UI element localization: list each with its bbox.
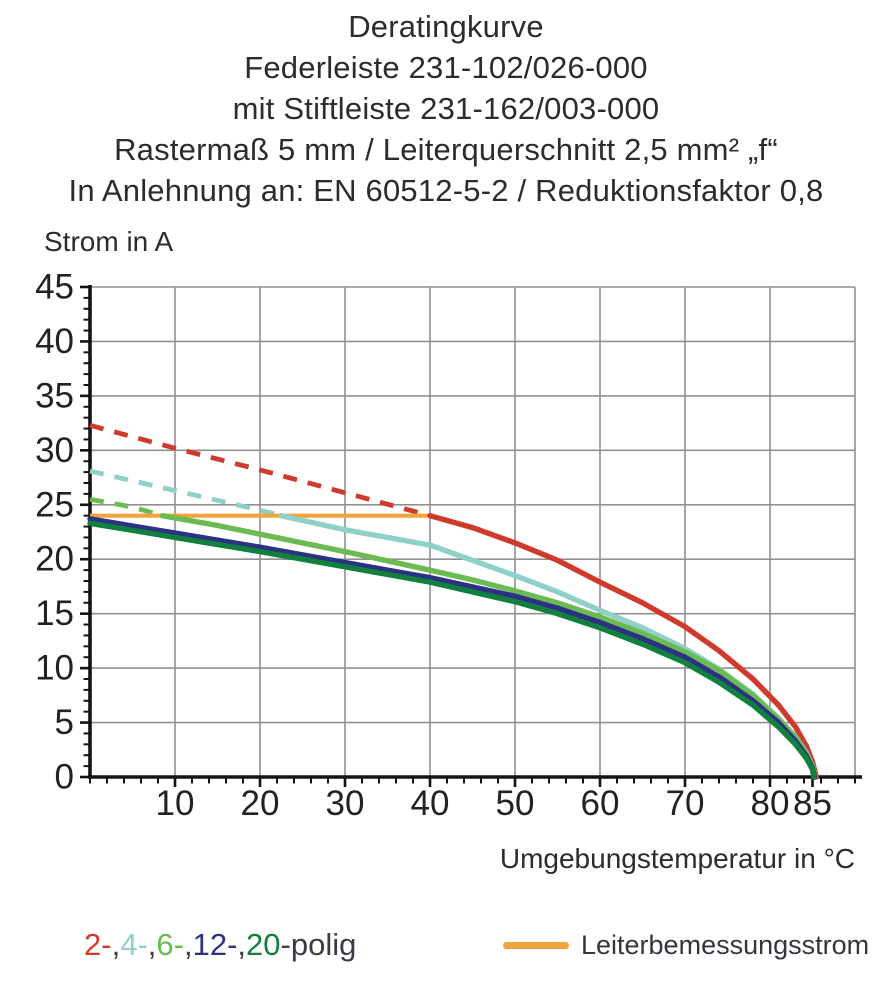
curve-2-polig-solid bbox=[427, 513, 819, 780]
y-tick-label: 20 bbox=[35, 540, 74, 579]
legend-separator: , bbox=[147, 927, 157, 962]
y-tick-label: 35 bbox=[35, 376, 74, 415]
legend-series-2-polig: 2- bbox=[84, 927, 112, 962]
chart-title-block: Deratingkurve Federleiste 231-102/026-00… bbox=[0, 6, 892, 211]
legend-separator: , bbox=[111, 927, 121, 962]
y-tick-label: 30 bbox=[35, 431, 74, 470]
legend-series-4-polig: 4- bbox=[120, 927, 148, 962]
x-tick-label: 70 bbox=[666, 784, 705, 823]
rated-current-label: Leiterbemessungsstrom bbox=[581, 929, 870, 960]
legend-separator: , bbox=[183, 927, 193, 962]
legend-series-20-polig: 20 bbox=[246, 927, 281, 962]
x-tick-label: 40 bbox=[411, 784, 450, 823]
y-tick-label: 0 bbox=[55, 758, 74, 797]
y-tick-label: 10 bbox=[35, 649, 74, 688]
title-line-3: mit Stiftleiste 231-162/003-000 bbox=[232, 91, 660, 126]
x-tick-label: 50 bbox=[496, 784, 535, 823]
x-tick-label: 10 bbox=[156, 784, 195, 823]
x-axis-title: Umgebungstemperatur in °C bbox=[499, 843, 855, 874]
y-axis-title: Strom in A bbox=[44, 226, 174, 257]
y-tick-label: 25 bbox=[35, 485, 74, 524]
curve-20-polig-solid bbox=[87, 520, 817, 780]
title-line-4: Rastermaß 5 mm / Leiterquerschnitt 2,5 m… bbox=[114, 132, 778, 167]
legend-pole-counts: 2-, 4-, 6-, 12-, 20 -polig bbox=[84, 924, 356, 966]
curve-2-polig-dashed bbox=[89, 422, 431, 519]
x-tick-label: 60 bbox=[581, 784, 620, 823]
y-tick-label: 45 bbox=[35, 268, 74, 307]
y-tick-label: 40 bbox=[35, 322, 74, 361]
y-tick-label: 5 bbox=[55, 703, 74, 742]
legend-separator: , bbox=[237, 927, 247, 962]
x-tick-label: 85 bbox=[793, 784, 832, 823]
x-tick-label: 20 bbox=[241, 784, 280, 823]
title-line-5: In Anlehnung an: EN 60512-5-2 / Reduktio… bbox=[68, 173, 824, 208]
title-line-1: Deratingkurve bbox=[348, 9, 544, 44]
legend-series-12-polig: 12- bbox=[192, 927, 238, 962]
y-tick-label: 15 bbox=[35, 594, 74, 633]
x-tick-label: 80 bbox=[751, 784, 790, 823]
curve-6-polig-dashed bbox=[89, 496, 163, 519]
legend-rated-current: Leiterbemessungsstrom bbox=[503, 924, 869, 966]
legend-suffix: -polig bbox=[280, 927, 357, 962]
x-tick-label: 30 bbox=[326, 784, 365, 823]
curve-12-polig-solid bbox=[87, 516, 818, 780]
rated-current-line-swatch bbox=[503, 941, 569, 949]
title-line-2: Federleiste 231-102/026-000 bbox=[244, 50, 648, 85]
legend-series-6-polig: 6- bbox=[156, 927, 184, 962]
curve-4-polig-dashed bbox=[89, 468, 282, 519]
